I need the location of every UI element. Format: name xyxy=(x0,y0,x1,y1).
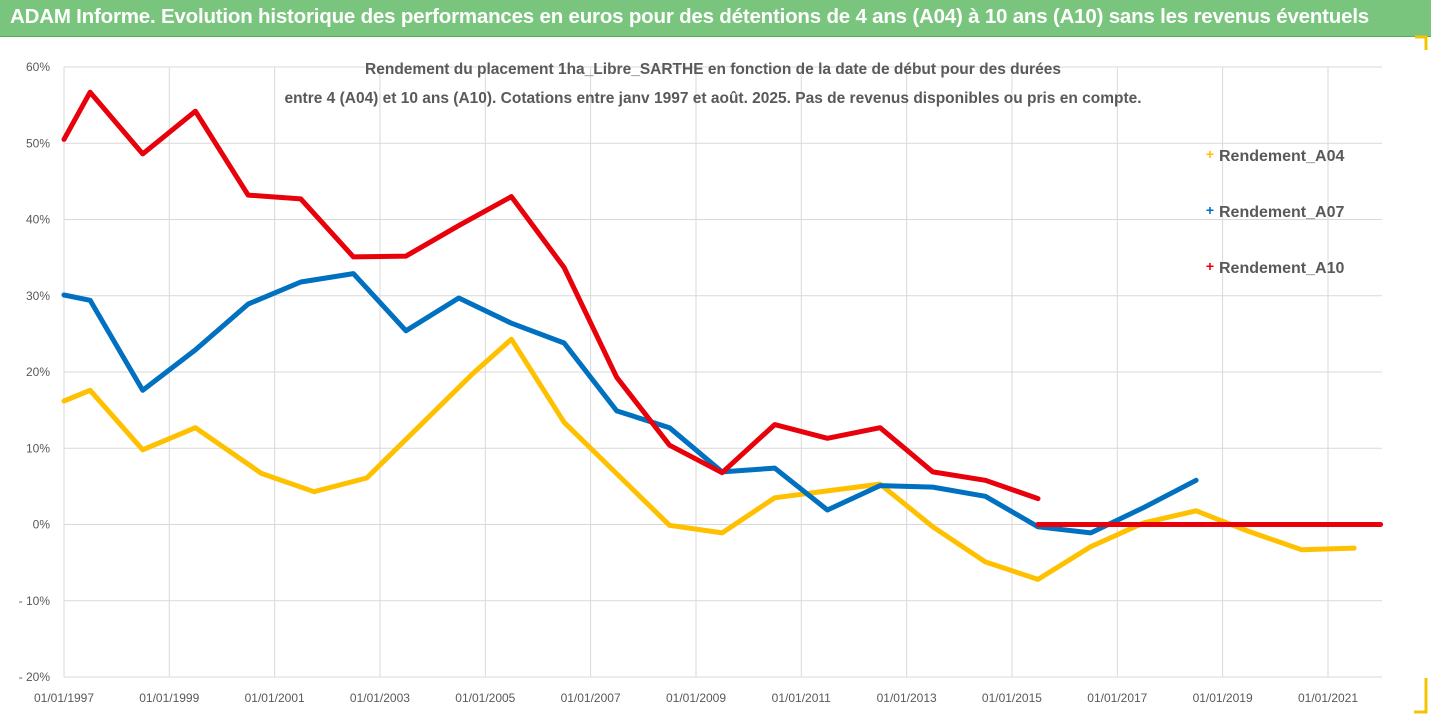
y-tick-label: 40% xyxy=(26,213,50,227)
y-tick-label: 0% xyxy=(33,518,51,532)
grid-layer xyxy=(63,66,1382,678)
legend-label: Rendement_A10 xyxy=(1219,260,1344,277)
y-tick-label: 30% xyxy=(26,289,50,303)
page-title: ADAM Informe. Evolution historique des p… xyxy=(10,5,1370,28)
y-tick-label: 10% xyxy=(26,441,50,455)
x-tick-label: 01/01/2003 xyxy=(350,691,410,705)
legend-marker: + xyxy=(1206,202,1214,218)
chart-title-line-1: Rendement du placement 1ha_Libre_SARTHE … xyxy=(365,61,1061,78)
corner-bracket-top-right xyxy=(1415,35,1428,50)
series-line-rendement_a10 xyxy=(61,89,1041,502)
header-bar: ADAM Informe. Evolution historique des p… xyxy=(0,0,1431,37)
x-tick-label: 01/01/2001 xyxy=(245,691,305,705)
x-tick-label: 01/01/2007 xyxy=(561,691,621,705)
axis-layer: 60% 50% 40% 30% 20% 10% 0% - 10% - 20% 01/01/1997… xyxy=(19,60,1382,705)
legend-marker: + xyxy=(1206,258,1214,274)
legend-marker: + xyxy=(1206,146,1214,162)
chart-title: Rendement du placement 1ha_Libre_SARTHE … xyxy=(284,61,1141,107)
legend-label: Rendement_A07 xyxy=(1219,204,1344,221)
x-tick-label: 01/01/2005 xyxy=(455,691,515,705)
series-line-rendement_a04 xyxy=(61,336,1357,582)
x-tick-label: 01/01/2021 xyxy=(1298,691,1358,705)
y-tick-label: 20% xyxy=(26,365,50,379)
y-tick-label: 60% xyxy=(26,60,50,74)
corner-bracket-bottom-right xyxy=(1414,678,1428,714)
series-line-rendement_a07 xyxy=(61,271,1199,536)
x-tick-label: 01/01/2011 xyxy=(772,691,831,705)
x-tick-label: 01/01/2017 xyxy=(1087,691,1147,705)
x-tick-label: 01/01/1997 xyxy=(34,691,94,705)
y-tick-label: - 20% xyxy=(19,670,51,684)
x-tick-label: 01/01/2009 xyxy=(666,691,726,705)
legend-label: Rendement_A04 xyxy=(1219,148,1344,165)
x-tick-label: 01/01/2015 xyxy=(982,691,1042,705)
x-tick-label: 01/01/2013 xyxy=(877,691,937,705)
y-tick-label: 50% xyxy=(26,136,50,150)
x-tick-label: 01/01/2019 xyxy=(1193,691,1253,705)
chart-title-line-2: entre 4 (A04) et 10 ans (A10). Cotations… xyxy=(284,90,1141,107)
y-tick-label: - 10% xyxy=(19,594,51,608)
legend: + Rendement_A04 + Rendement_A07 + Rendement_A… xyxy=(1206,146,1345,277)
series-layer xyxy=(61,89,1384,582)
x-tick-label: 01/01/1999 xyxy=(139,691,199,705)
